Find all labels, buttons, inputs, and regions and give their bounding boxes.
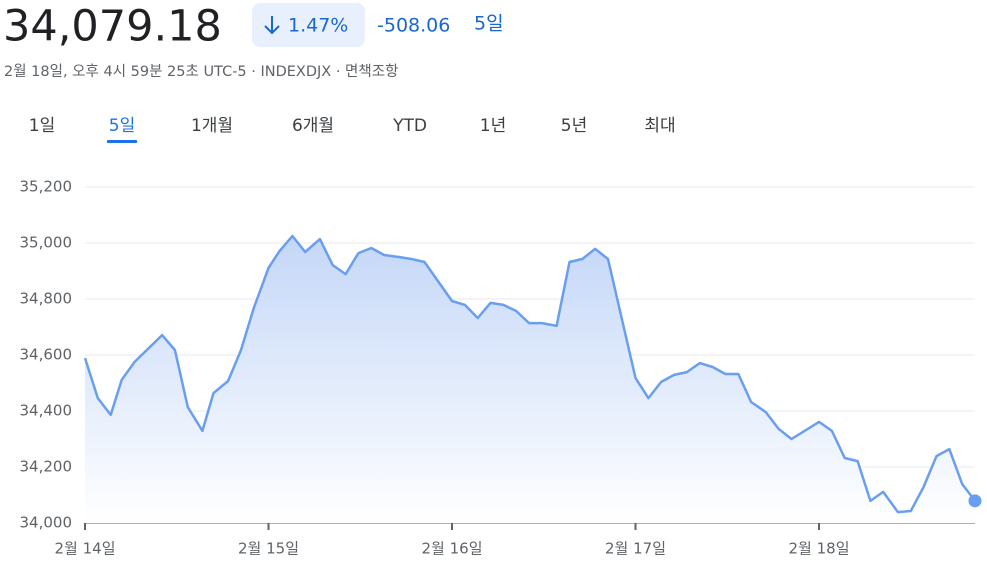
y-tick-label: 34,800: [20, 290, 73, 308]
range-tab[interactable]: 5일: [109, 116, 135, 136]
range-tab[interactable]: 1년: [480, 116, 506, 136]
range-tab[interactable]: 5년: [561, 116, 587, 136]
range-tab[interactable]: YTD: [392, 116, 427, 136]
x-tick-label: 2월 18일: [789, 540, 850, 558]
active-tab-underline: [106, 140, 138, 143]
price-line: [83, 234, 976, 514]
range-tab[interactable]: 1일: [29, 116, 55, 136]
range-tab[interactable]: 1개월: [191, 116, 233, 136]
change-percent: 1.47%: [288, 15, 348, 37]
y-tick-label: 34,400: [20, 402, 73, 420]
range-tab[interactable]: 최대: [644, 116, 675, 136]
x-tick-label: 2월 17일: [605, 540, 666, 558]
x-tick-label: 2월 15일: [238, 540, 299, 558]
last-point: [968, 494, 982, 508]
range-tabs: 1일 5일 1개월 6개월 YTD 1년 5년 최대: [29, 116, 676, 143]
x-tick-label: 2월 16일: [422, 540, 483, 558]
y-tick-label: 34,600: [20, 346, 73, 364]
y-tick-label: 34,200: [20, 458, 73, 476]
change-value: -508.06: [377, 15, 450, 37]
area: [85, 236, 975, 523]
y-tick-label: 35,000: [20, 234, 73, 252]
change-period: 5일: [474, 13, 504, 35]
price: 34,079.18: [3, 2, 222, 52]
down-arrow-icon: [264, 16, 280, 35]
change-pill: [252, 3, 365, 47]
y-tick-label: 35,200: [20, 178, 73, 196]
y-tick-label: 34,000: [20, 514, 73, 532]
info-line: 2월 18일, 오후 4시 59분 25초 UTC-5 · INDEXDJX ·…: [4, 63, 398, 80]
x-tick-label: 2월 14일: [55, 540, 116, 558]
chart: 34,000 34,200 34,400 34,600 34,800 35,000 35,2…: [20, 178, 982, 558]
range-tab[interactable]: 6개월: [292, 116, 334, 136]
